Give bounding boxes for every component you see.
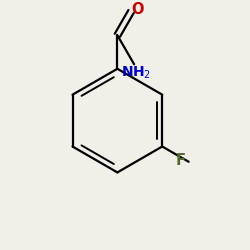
Text: NH$_2$: NH$_2$ xyxy=(120,65,151,81)
Text: F: F xyxy=(176,153,186,168)
Text: O: O xyxy=(132,2,144,18)
